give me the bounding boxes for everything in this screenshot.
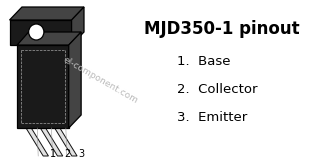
Text: 1.  Base: 1. Base	[176, 55, 230, 68]
Polygon shape	[40, 128, 63, 156]
Polygon shape	[9, 20, 72, 45]
Text: MJD350-1 pinout: MJD350-1 pinout	[143, 20, 299, 38]
Text: 3.  Emitter: 3. Emitter	[176, 111, 247, 124]
Text: 3: 3	[78, 149, 84, 159]
Polygon shape	[72, 7, 84, 45]
Text: 1: 1	[50, 149, 56, 159]
Text: 2.  Collector: 2. Collector	[176, 83, 257, 96]
Polygon shape	[69, 32, 81, 128]
Polygon shape	[55, 128, 77, 156]
Text: el-component.com: el-component.com	[61, 55, 139, 105]
Polygon shape	[26, 128, 48, 156]
Polygon shape	[17, 45, 69, 128]
Polygon shape	[17, 32, 81, 45]
Circle shape	[29, 24, 44, 40]
Polygon shape	[9, 7, 84, 20]
Text: 2: 2	[64, 149, 70, 159]
